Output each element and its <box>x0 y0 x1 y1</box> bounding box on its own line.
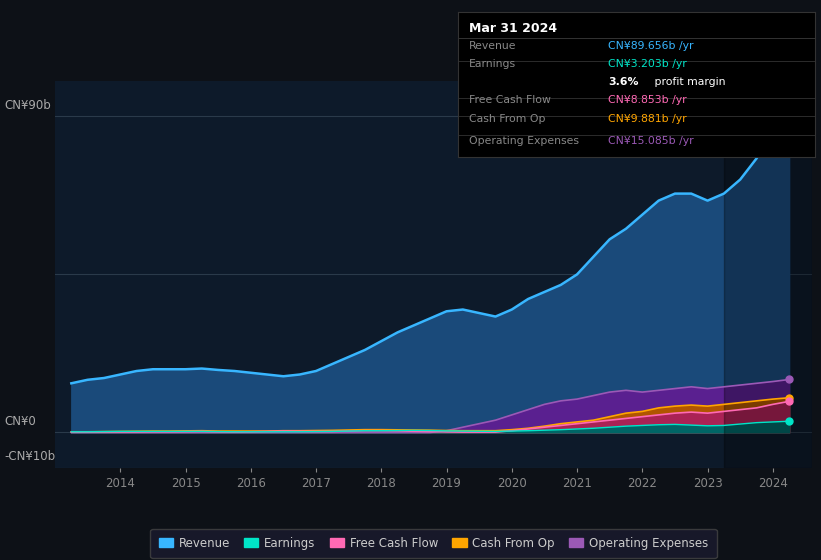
Legend: Revenue, Earnings, Free Cash Flow, Cash From Op, Operating Expenses: Revenue, Earnings, Free Cash Flow, Cash … <box>150 529 717 558</box>
Text: CN¥90b: CN¥90b <box>4 99 51 112</box>
Text: Mar 31 2024: Mar 31 2024 <box>469 22 557 35</box>
Text: CN¥9.881b /yr: CN¥9.881b /yr <box>608 114 686 124</box>
Text: Cash From Op: Cash From Op <box>469 114 545 124</box>
Text: Operating Expenses: Operating Expenses <box>469 136 579 146</box>
Text: CN¥15.085b /yr: CN¥15.085b /yr <box>608 136 694 146</box>
Text: CN¥89.656b /yr: CN¥89.656b /yr <box>608 40 694 50</box>
Text: Revenue: Revenue <box>469 40 516 50</box>
Text: Free Cash Flow: Free Cash Flow <box>469 95 551 105</box>
Text: CN¥0: CN¥0 <box>4 415 36 428</box>
Bar <box>724 81 812 468</box>
Text: profit margin: profit margin <box>651 77 726 87</box>
Text: CN¥3.203b /yr: CN¥3.203b /yr <box>608 59 687 69</box>
Text: CN¥8.853b /yr: CN¥8.853b /yr <box>608 95 686 105</box>
Text: Earnings: Earnings <box>469 59 516 69</box>
Text: -CN¥10b: -CN¥10b <box>4 450 55 463</box>
Text: 3.6%: 3.6% <box>608 77 639 87</box>
